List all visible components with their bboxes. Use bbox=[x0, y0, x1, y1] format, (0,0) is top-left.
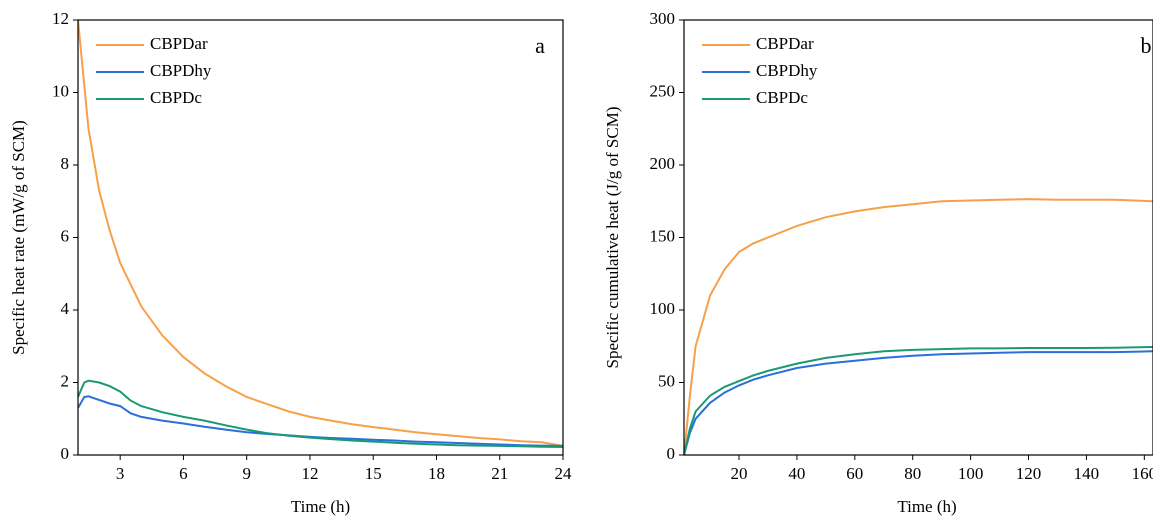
x-tick-label: 120 bbox=[1016, 464, 1042, 483]
y-tick-label: 4 bbox=[61, 299, 70, 318]
x-tick-label: 6 bbox=[179, 464, 188, 483]
chart-panel: 0 50 100 150 200 250 300 20 40 60 80 100 120 140 160 Ti… bbox=[603, 9, 1153, 516]
x-tick-label: 3 bbox=[116, 464, 125, 483]
legend-label: CBPDhy bbox=[756, 61, 818, 80]
y-tick-label: 100 bbox=[650, 299, 676, 318]
panel-annotation: b bbox=[1141, 33, 1152, 58]
y-axis-label: Specific cumulative heat (J/g of SCM) bbox=[603, 106, 622, 368]
legend-label: CBPDar bbox=[756, 34, 814, 53]
data-line bbox=[684, 198, 1153, 456]
x-tick-label: 12 bbox=[301, 464, 318, 483]
plot-area bbox=[78, 19, 563, 448]
legend-label: CBPDar bbox=[150, 34, 208, 53]
axes-frame bbox=[77, 19, 564, 456]
x-tick-label: 18 bbox=[428, 464, 445, 483]
x-tick-label: 24 bbox=[555, 464, 573, 483]
x-tick-label: 9 bbox=[242, 464, 251, 483]
y-tick-label: 12 bbox=[52, 9, 69, 28]
y-tick-label: 10 bbox=[52, 81, 69, 100]
legend-label: CBPDhy bbox=[150, 61, 212, 80]
x-axis-label: Time (h) bbox=[291, 497, 350, 516]
x-tick-label: 21 bbox=[491, 464, 508, 483]
x-tick-label: 160 bbox=[1132, 464, 1153, 483]
x-tick-label: 100 bbox=[958, 464, 984, 483]
y-tick-label: 250 bbox=[650, 81, 676, 100]
axes-frame bbox=[683, 19, 1153, 456]
x-axis-label: Time (h) bbox=[897, 497, 956, 516]
x-tick-label: 20 bbox=[731, 464, 748, 483]
data-line bbox=[684, 346, 1153, 456]
x-tick-label: 140 bbox=[1074, 464, 1100, 483]
y-tick-label: 150 bbox=[650, 226, 676, 245]
panel-annotation: a bbox=[535, 33, 545, 58]
data-line bbox=[78, 379, 563, 448]
plot-area bbox=[684, 198, 1153, 456]
y-tick-label: 0 bbox=[61, 444, 70, 463]
data-line bbox=[78, 19, 563, 447]
x-tick-label: 15 bbox=[365, 464, 382, 483]
y-axis-label: Specific heat rate (mW/g of SCM) bbox=[9, 120, 28, 355]
legend-label: CBPDc bbox=[756, 88, 808, 107]
data-line bbox=[684, 350, 1153, 456]
y-tick-label: 50 bbox=[658, 371, 675, 390]
y-tick-label: 6 bbox=[61, 226, 70, 245]
y-tick-label: 300 bbox=[650, 9, 676, 28]
x-tick-label: 80 bbox=[904, 464, 921, 483]
y-tick-label: 8 bbox=[61, 154, 70, 173]
x-tick-label: 40 bbox=[788, 464, 805, 483]
y-tick-label: 200 bbox=[650, 154, 676, 173]
y-tick-label: 2 bbox=[61, 371, 70, 390]
x-tick-label: 60 bbox=[846, 464, 863, 483]
y-tick-label: 0 bbox=[667, 444, 676, 463]
legend-label: CBPDc bbox=[150, 88, 202, 107]
